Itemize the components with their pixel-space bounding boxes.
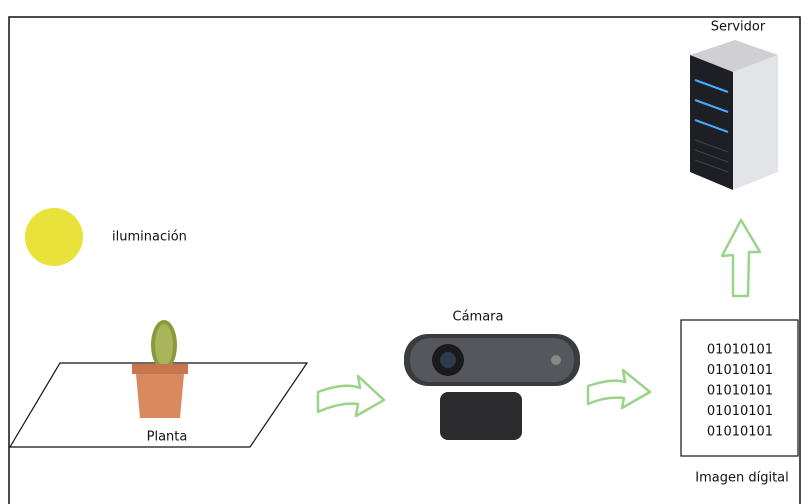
camera-icon (404, 334, 580, 440)
plant-base (8, 362, 309, 448)
server-label: Servidor (711, 20, 766, 35)
image-label: Imagen dígital (695, 471, 789, 486)
arrow (720, 218, 762, 298)
binary-line: 01010101 (707, 384, 773, 399)
binary-line: 01010101 (707, 404, 773, 419)
frame (8, 16, 801, 504)
arrow (586, 368, 652, 410)
plant-icon (132, 320, 188, 418)
binary-line: 01010101 (707, 343, 773, 358)
plant-label: Planta (147, 430, 188, 445)
arrow (316, 374, 386, 418)
binary-line: 01010101 (707, 425, 773, 440)
light-label: iluminación (112, 230, 187, 245)
image-box (680, 319, 799, 457)
camera-label: Cámara (453, 310, 504, 325)
binary-line: 01010101 (707, 363, 773, 378)
light-icon (25, 208, 83, 266)
server-icon (690, 40, 778, 190)
